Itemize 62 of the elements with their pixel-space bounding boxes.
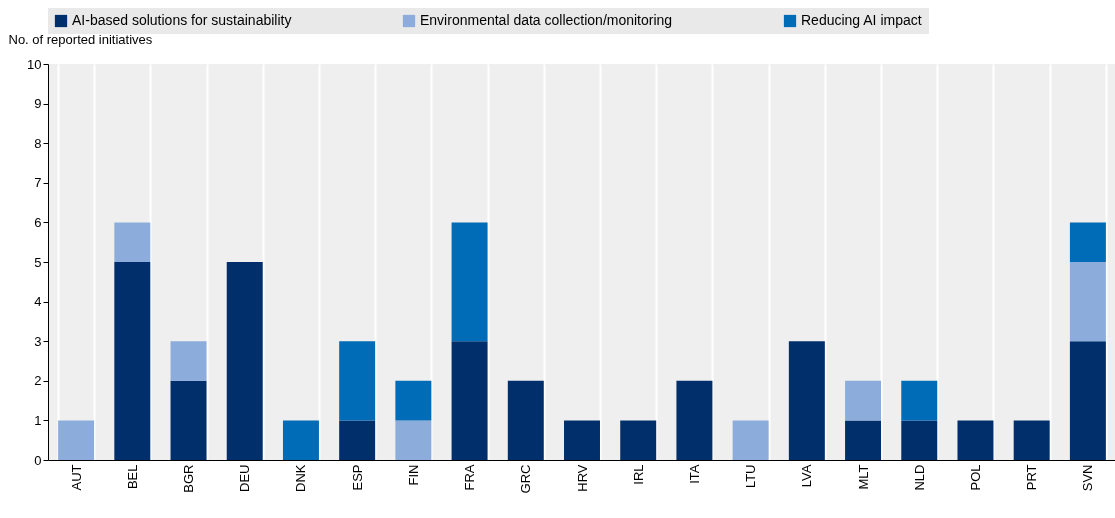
bar [1013, 420, 1050, 460]
x-tick-label: IRL [630, 464, 646, 485]
bar [170, 380, 207, 460]
bar [957, 420, 994, 460]
y-tick-label: 7 [34, 175, 42, 191]
y-tick-label: 3 [34, 333, 42, 349]
y-tick-label: 9 [34, 96, 42, 112]
bar [620, 420, 657, 460]
y-tick-label: 8 [34, 135, 42, 151]
bar [339, 420, 376, 460]
bar [114, 262, 151, 460]
y-tick-label: 4 [34, 294, 42, 310]
bar [845, 420, 882, 460]
bar [901, 420, 938, 460]
y-tick-label: 10 [27, 56, 42, 72]
bar [732, 420, 769, 460]
y-tick-label: 0 [34, 452, 42, 468]
x-tick-label: ITA [686, 464, 702, 484]
bar [507, 380, 544, 460]
y-tick-label: 6 [34, 214, 42, 230]
bar [395, 420, 432, 460]
bar [451, 222, 488, 342]
bar [282, 420, 319, 460]
x-tick-label: LVA [799, 464, 815, 488]
x-tick-label: POL [967, 464, 983, 491]
x-tick-label: BEL [124, 464, 140, 490]
bar [114, 222, 151, 262]
x-tick-label: FIN [405, 464, 421, 486]
bar [676, 380, 713, 460]
x-tick-label: NLD [911, 464, 927, 491]
legend-label: Environmental data collection/monitoring [420, 12, 673, 28]
x-tick-label: BGR [181, 464, 197, 493]
bar [845, 380, 882, 421]
y-tick-label: 5 [34, 254, 42, 270]
x-tick-label: GRC [518, 464, 534, 494]
bar [901, 380, 938, 421]
bar [451, 341, 488, 460]
bar [1069, 262, 1106, 342]
x-tick-label: FRA [462, 464, 478, 491]
bar [395, 380, 432, 421]
legend-label: AI-based solutions for sustainability [72, 12, 292, 28]
y-tick-label: 2 [34, 373, 42, 389]
x-tick-label: LTU [743, 464, 759, 489]
x-tick-label: AUT [68, 464, 84, 491]
x-tick-label: PRT [1024, 464, 1040, 491]
x-tick-label: HRV [574, 464, 590, 492]
x-tick-label: DNK [293, 464, 309, 492]
legend-label: Reducing AI impact [801, 12, 922, 28]
bar [564, 420, 600, 460]
x-tick-label: MLT [855, 464, 871, 490]
bar [58, 420, 95, 460]
bar [339, 341, 376, 421]
x-tick-label: ESP [349, 464, 365, 491]
bar [170, 341, 207, 381]
y-axis-title: No. of reported initiatives [8, 31, 153, 47]
x-tick-label: SVN [1080, 464, 1096, 492]
bar [1069, 222, 1106, 262]
bar [788, 341, 825, 460]
y-tick-label: 1 [34, 412, 42, 428]
bar [226, 262, 263, 460]
x-tick-label: DEU [237, 464, 253, 492]
bar [1069, 341, 1106, 460]
